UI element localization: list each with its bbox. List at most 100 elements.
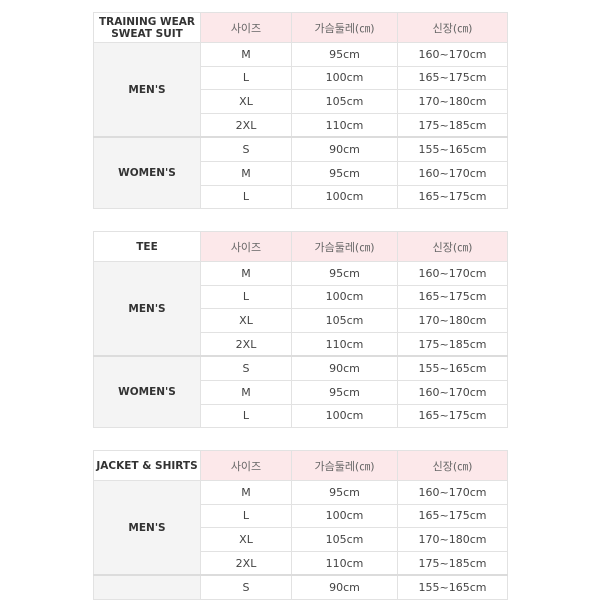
- table-row: MEN'S M 95cm 160~170cm: [93, 42, 508, 138]
- size-cell: L: [200, 503, 292, 529]
- table-row: L 100cm 165~175cm: [94, 284, 508, 310]
- table-row: L 100cm 165~175cm: [94, 184, 508, 210]
- chest-cell: 90cm: [291, 574, 398, 600]
- chest-cell: 110cm: [291, 550, 398, 576]
- size-cell: 2XL: [200, 112, 292, 138]
- header-size: 사이즈: [200, 450, 292, 481]
- size-cell: S: [200, 136, 292, 162]
- size-cell: S: [200, 355, 292, 381]
- table-row: S 90cm 155~165cm: [93, 574, 508, 600]
- header-chest: 가슴둘레(㎝): [291, 12, 398, 43]
- chest-cell: 105cm: [291, 527, 398, 552]
- header-size: 사이즈: [200, 12, 292, 43]
- header-row: TEE 사이즈 가슴둘레(㎝) 신장(㎝): [93, 231, 508, 262]
- size-cell: M: [200, 480, 292, 505]
- size-cell: S: [200, 574, 292, 600]
- table-row: XL 105cm 170~180cm: [94, 308, 508, 333]
- table-row: MEN'S M 95cm 160~170cm: [93, 480, 508, 576]
- table-row: 2XL 110cm 175~185cm: [94, 112, 508, 138]
- height-cell: 170~180cm: [397, 89, 508, 114]
- height-cell: 165~175cm: [397, 184, 508, 210]
- height-cell: 155~165cm: [397, 136, 508, 162]
- height-cell: 165~175cm: [397, 65, 508, 91]
- size-cell: L: [200, 65, 292, 91]
- header-chest: 가슴둘레(㎝): [291, 231, 398, 262]
- height-cell: 160~170cm: [397, 42, 508, 67]
- group-label: WOMEN'S: [93, 355, 201, 429]
- table-row: L 100cm 165~175cm: [94, 65, 508, 91]
- table-row: WOMEN'S S 90cm 155~165cm: [93, 136, 508, 210]
- height-cell: 165~175cm: [397, 284, 508, 310]
- chest-cell: 110cm: [291, 331, 398, 357]
- table-title: TRAINING WEAR SWEAT SUIT: [93, 12, 201, 43]
- table-row: WOMEN'S S 90cm 155~165cm: [93, 355, 508, 429]
- table-row: L 100cm 165~175cm: [94, 403, 508, 429]
- size-cell: XL: [200, 527, 292, 552]
- table-row: MEN'S M 95cm 160~170cm: [93, 261, 508, 357]
- size-cell: 2XL: [200, 331, 292, 357]
- table-title-line: SWEAT SUIT: [111, 27, 183, 40]
- group-label: [93, 574, 201, 600]
- height-cell: 160~170cm: [397, 160, 508, 186]
- height-cell: 165~175cm: [397, 503, 508, 529]
- chest-cell: 100cm: [291, 65, 398, 91]
- chest-cell: 100cm: [291, 284, 398, 310]
- height-cell: 160~170cm: [397, 480, 508, 505]
- header-chest: 가슴둘레(㎝): [291, 450, 398, 481]
- height-cell: 175~185cm: [397, 550, 508, 576]
- chest-cell: 100cm: [291, 184, 398, 210]
- height-cell: 160~170cm: [397, 379, 508, 405]
- chest-cell: 95cm: [291, 480, 398, 505]
- header-size: 사이즈: [200, 231, 292, 262]
- group-label: WOMEN'S: [93, 136, 201, 210]
- height-cell: 165~175cm: [397, 403, 508, 429]
- chest-cell: 90cm: [291, 355, 398, 381]
- size-cell: L: [200, 403, 292, 429]
- height-cell: 175~185cm: [397, 112, 508, 138]
- table-row: M 95cm 160~170cm: [94, 160, 508, 186]
- header-row: JACKET & SHIRTS 사이즈 가슴둘레(㎝) 신장(㎝): [93, 450, 508, 481]
- size-cell: XL: [200, 308, 292, 333]
- group-label: MEN'S: [93, 480, 201, 576]
- size-cell: M: [200, 379, 292, 405]
- chest-cell: 100cm: [291, 503, 398, 529]
- chest-cell: 90cm: [291, 136, 398, 162]
- chest-cell: 95cm: [291, 379, 398, 405]
- header-row: TRAINING WEAR SWEAT SUIT 사이즈 가슴둘레(㎝) 신장(㎝): [93, 12, 508, 43]
- size-table-training-wear: TRAINING WEAR SWEAT SUIT 사이즈 가슴둘레(㎝) 신장(㎝) ME…: [93, 12, 508, 210]
- table-row: M 95cm 160~170cm: [94, 379, 508, 405]
- table-row: 2XL 110cm 175~185cm: [94, 331, 508, 357]
- chest-cell: 100cm: [291, 403, 398, 429]
- table-title-line: JACKET & SHIRTS: [96, 459, 198, 472]
- size-cell: M: [200, 261, 292, 286]
- size-cell: M: [200, 42, 292, 67]
- table-title: TEE: [93, 231, 201, 262]
- chest-cell: 95cm: [291, 160, 398, 186]
- size-table-tee: TEE 사이즈 가슴둘레(㎝) 신장(㎝) MEN'S M 95cm 160~170cm L 10…: [93, 231, 508, 429]
- table-row: XL 105cm 170~180cm: [94, 527, 508, 552]
- height-cell: 170~180cm: [397, 527, 508, 552]
- size-cell: L: [200, 184, 292, 210]
- chest-cell: 95cm: [291, 261, 398, 286]
- table-title-line: TRAINING WEAR: [98, 15, 195, 28]
- height-cell: 160~170cm: [397, 261, 508, 286]
- height-cell: 170~180cm: [397, 308, 508, 333]
- size-cell: M: [200, 160, 292, 186]
- header-height: 신장(㎝): [397, 450, 508, 481]
- chest-cell: 110cm: [291, 112, 398, 138]
- chest-cell: 105cm: [291, 89, 398, 114]
- size-cell: L: [200, 284, 292, 310]
- height-cell: 175~185cm: [397, 331, 508, 357]
- group-label: MEN'S: [93, 42, 201, 138]
- size-table-jacket-shirts: JACKET & SHIRTS 사이즈 가슴둘레(㎝) 신장(㎝) MEN'S M 95cm…: [93, 450, 508, 600]
- table-title-line: TEE: [136, 240, 158, 253]
- chest-cell: 95cm: [291, 42, 398, 67]
- height-cell: 155~165cm: [397, 574, 508, 600]
- size-cell: 2XL: [200, 550, 292, 576]
- header-height: 신장(㎝): [397, 231, 508, 262]
- height-cell: 155~165cm: [397, 355, 508, 381]
- group-label: MEN'S: [93, 261, 201, 357]
- header-height: 신장(㎝): [397, 12, 508, 43]
- size-cell: XL: [200, 89, 292, 114]
- table-title: JACKET & SHIRTS: [93, 450, 201, 481]
